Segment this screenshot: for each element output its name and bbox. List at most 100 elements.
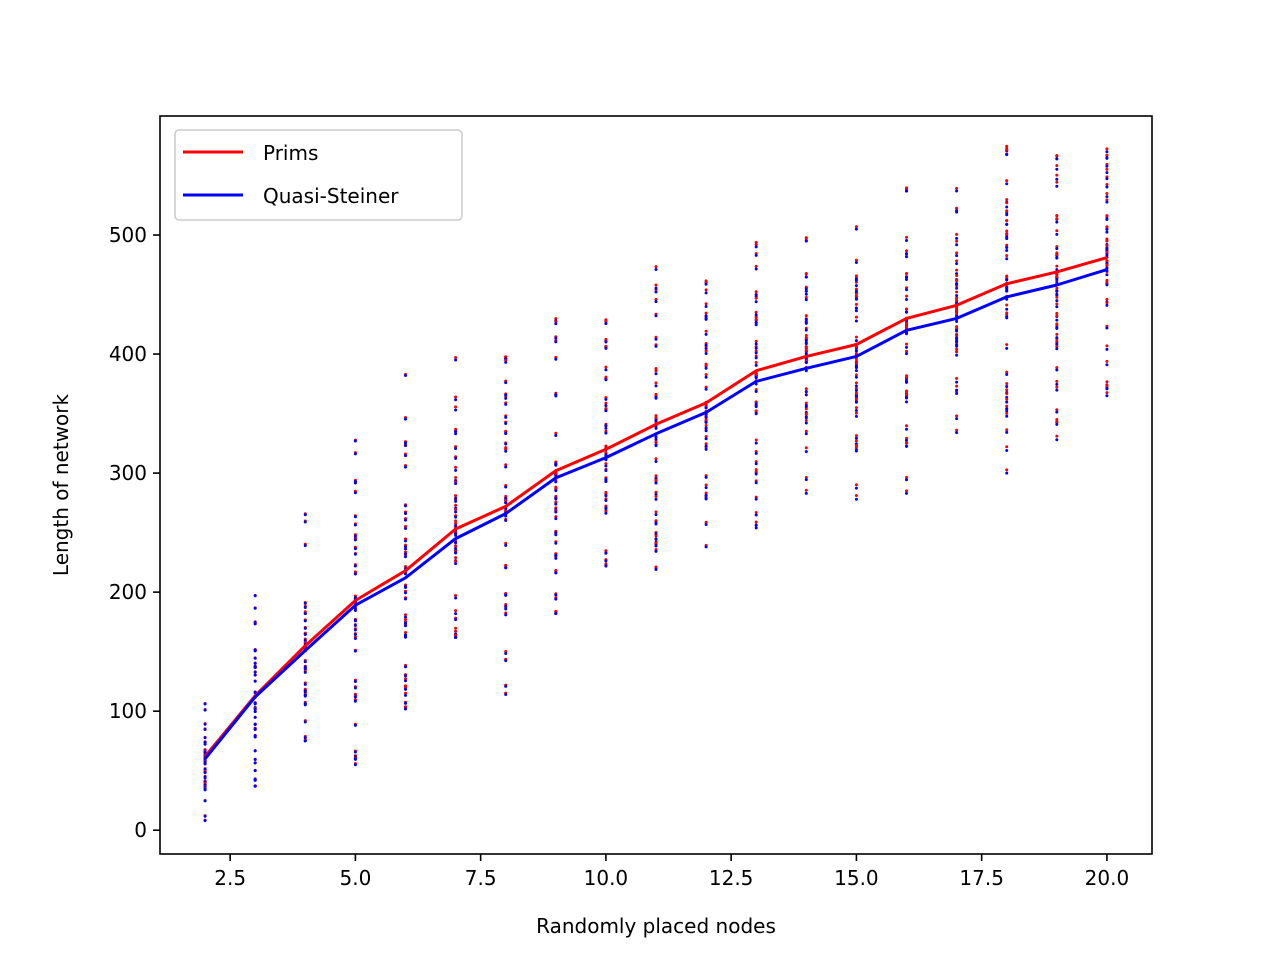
scatter-dot-prims — [1055, 314, 1059, 318]
scatter-dot-quasi-steiner — [504, 402, 508, 406]
scatter-dot-prims — [454, 556, 458, 560]
x-tick-label: 17.5 — [959, 866, 1004, 890]
scatter-dot-prims — [754, 315, 758, 319]
scatter-dot-quasi-steiner — [1105, 253, 1109, 257]
scatter-dot-quasi-steiner — [704, 493, 708, 497]
scatter-dot-quasi-steiner — [704, 496, 708, 500]
scatter-dot-prims — [604, 509, 608, 513]
scatter-dot-quasi-steiner — [403, 687, 407, 691]
scatter-dot-quasi-steiner — [704, 291, 708, 295]
scatter-dot-quasi-steiner — [504, 496, 508, 500]
scatter-dot-quasi-steiner — [554, 531, 558, 535]
scatter-dot-prims — [804, 296, 808, 300]
scatter-dot-quasi-steiner — [804, 390, 808, 394]
scatter-dot-prims — [854, 292, 858, 296]
scatter-dot-quasi-steiner — [353, 699, 357, 703]
scatter-dot-prims — [504, 541, 508, 545]
scatter-dot-prims — [905, 436, 909, 440]
scatter-dot-quasi-steiner — [704, 387, 708, 391]
scatter-dot-quasi-steiner — [454, 618, 458, 622]
scatter-dot-quasi-steiner — [804, 320, 808, 324]
scatter-dot-quasi-steiner — [403, 504, 407, 508]
scatter-dot-prims — [554, 609, 558, 613]
scatter-dot-prims — [1055, 229, 1059, 233]
scatter-dot-quasi-steiner — [554, 480, 558, 484]
scatter-dot-quasi-steiner — [504, 607, 508, 611]
scatter-dot-prims — [854, 258, 858, 262]
scatter-dot-prims — [1105, 183, 1109, 187]
scatter-dot-quasi-steiner — [353, 608, 357, 612]
scatter-dot-prims — [1055, 275, 1059, 279]
scatter-dot-prims — [754, 409, 758, 413]
scatter-dot-prims — [854, 361, 858, 365]
scatter-dot-quasi-steiner — [303, 601, 307, 605]
scatter-dot-prims — [454, 626, 458, 630]
scatter-dot-prims — [955, 306, 959, 310]
scatter-dot-quasi-steiner — [454, 358, 458, 362]
scatter-dot-quasi-steiner — [905, 310, 909, 314]
scatter-dot-quasi-steiner — [654, 435, 658, 439]
scatter-dot-prims — [854, 406, 858, 410]
scatter-dot-prims — [955, 290, 959, 294]
scatter-dot-quasi-steiner — [253, 606, 257, 610]
scatter-dot-quasi-steiner — [1005, 222, 1009, 226]
scatter-dot-quasi-steiner — [1055, 410, 1059, 414]
scatter-dot-prims — [654, 369, 658, 373]
scatter-dot-prims — [654, 335, 658, 339]
scatter-dot-quasi-steiner — [955, 262, 959, 266]
scatter-dot-quasi-steiner — [1005, 385, 1009, 389]
scatter-dot-prims — [1005, 303, 1009, 307]
scatter-dot-quasi-steiner — [1005, 152, 1009, 156]
scatter-dot-prims — [1005, 370, 1009, 374]
scatter-dot-quasi-steiner — [504, 396, 508, 400]
scatter-dot-prims — [804, 446, 808, 450]
scatter-dot-prims — [804, 335, 808, 339]
scatter-dot-quasi-steiner — [754, 351, 758, 355]
scatter-dot-prims — [1105, 391, 1109, 395]
scatter-dot-quasi-steiner — [1105, 185, 1109, 189]
scatter-dot-quasi-steiner — [1055, 289, 1059, 293]
scatter-dot-quasi-steiner — [905, 400, 909, 404]
scatter-dot-quasi-steiner — [604, 499, 608, 503]
scatter-dot-quasi-steiner — [654, 513, 658, 517]
scatter-dot-prims — [554, 431, 558, 435]
scatter-dot-prims — [1105, 380, 1109, 384]
scatter-dot-prims — [1105, 383, 1109, 387]
scatter-dot-prims — [754, 349, 758, 353]
scatter-dot-quasi-steiner — [1005, 414, 1009, 418]
scatter-dot-quasi-steiner — [704, 416, 708, 420]
scatter-dot-quasi-steiner — [504, 465, 508, 469]
scatter-dot-prims — [1055, 311, 1059, 315]
scatter-dot-quasi-steiner — [654, 521, 658, 525]
scatter-dot-quasi-steiner — [604, 506, 608, 510]
scatter-dot-quasi-steiner — [754, 253, 758, 257]
scatter-dot-quasi-steiner — [353, 572, 357, 576]
scatter-dot-prims — [403, 630, 407, 634]
scatter-dot-quasi-steiner — [454, 408, 458, 412]
scatter-dot-quasi-steiner — [955, 286, 959, 290]
scatter-dot-prims — [403, 685, 407, 689]
scatter-dot-quasi-steiner — [504, 659, 508, 663]
scatter-dot-prims — [1055, 245, 1059, 249]
scatter-dot-prims — [704, 520, 708, 524]
series-line-quasi-steiner — [203, 268, 1108, 760]
scatter-dot-quasi-steiner — [454, 562, 458, 566]
scatter-dot-quasi-steiner — [403, 584, 407, 588]
scatter-dot-quasi-steiner — [905, 239, 909, 243]
scatter-dot-quasi-steiner — [504, 566, 508, 570]
scatter-dot-quasi-steiner — [1055, 388, 1059, 392]
scatter-dot-quasi-steiner — [554, 597, 558, 601]
scatter-dot-prims — [1055, 322, 1059, 326]
scatter-dot-quasi-steiner — [1105, 217, 1109, 221]
scatter-dot-quasi-steiner — [754, 267, 758, 271]
scatter-dot-quasi-steiner — [203, 708, 207, 712]
scatter-dot-prims — [604, 319, 608, 323]
scatter-dot-prims — [1055, 339, 1059, 343]
scatter-dot-prims — [654, 381, 658, 385]
scatter-dot-prims — [1005, 411, 1009, 415]
scatter-dot-quasi-steiner — [754, 441, 758, 445]
scatter-dot-quasi-steiner — [955, 392, 959, 396]
scatter-dot-prims — [1005, 343, 1009, 347]
scatter-dot-prims — [654, 510, 658, 514]
scatter-dot-quasi-steiner — [654, 372, 658, 376]
